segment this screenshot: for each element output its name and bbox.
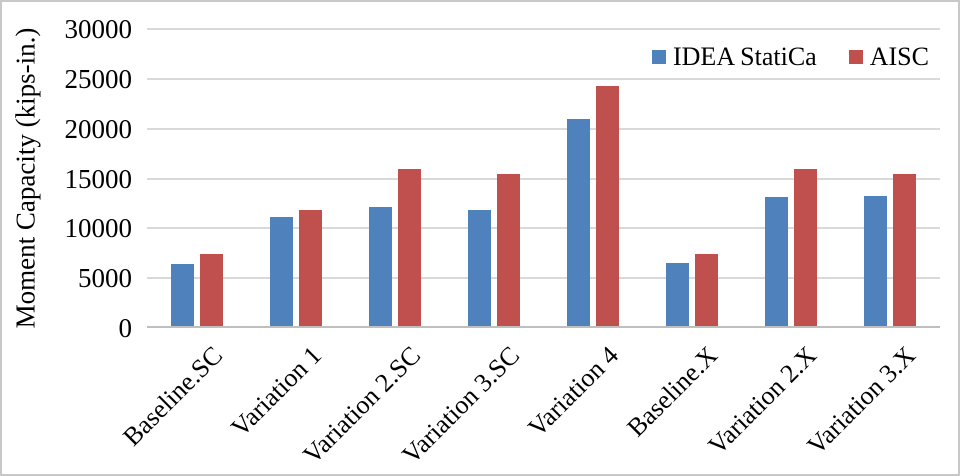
bar-aisc — [596, 85, 620, 328]
bar-group-variation-4 — [544, 29, 643, 328]
bar-idea-statica — [170, 264, 194, 328]
bar-aisc — [199, 254, 223, 328]
y-tick-label: 15000 — [64, 163, 133, 194]
gridline — [147, 277, 940, 280]
bar-group-variation-3-x — [841, 29, 940, 328]
bar-group-variation-3-sc — [444, 29, 543, 328]
y-tick-label: 5000 — [78, 263, 132, 294]
bar-idea-statica — [467, 210, 491, 328]
y-tick-label: 10000 — [64, 213, 133, 244]
legend-swatch-idea-statica — [652, 50, 666, 64]
gridline — [147, 227, 940, 230]
bar-aisc — [397, 168, 421, 328]
bar-group-variation-2-sc — [345, 29, 444, 328]
bar-group-baseline-sc — [147, 29, 246, 328]
legend-item-idea-statica: IDEA StatiCa — [652, 42, 817, 72]
bar-aisc — [496, 173, 520, 328]
y-tick-label: 25000 — [64, 63, 133, 94]
bar-group-variation-1 — [246, 29, 345, 328]
bar-idea-statica — [269, 217, 293, 328]
gridline — [147, 28, 940, 30]
legend-label: IDEA StatiCa — [673, 42, 817, 71]
bar-idea-statica — [666, 263, 690, 328]
y-tick-label: 30000 — [64, 14, 133, 44]
bar-idea-statica — [567, 118, 591, 328]
legend: IDEA StatiCa AISC — [652, 42, 929, 72]
bar-idea-statica — [368, 207, 392, 328]
legend-label: AISC — [869, 42, 929, 71]
bar-aisc — [695, 254, 719, 328]
bar-aisc — [298, 210, 322, 328]
y-tick-label: 20000 — [64, 113, 133, 144]
gridline — [147, 127, 940, 130]
bar-aisc — [893, 173, 917, 328]
bar-idea-statica — [765, 197, 789, 328]
y-tick-label: 0 — [118, 313, 133, 343]
plot-area — [147, 28, 940, 328]
gridline — [147, 77, 940, 80]
bar-aisc — [794, 168, 818, 328]
gridline — [147, 177, 940, 180]
bar-group-baseline-x — [643, 29, 742, 328]
x-axis-line — [147, 326, 940, 328]
bar-idea-statica — [864, 196, 888, 328]
bar-group-variation-2-x — [742, 29, 841, 328]
legend-swatch-aisc — [848, 50, 863, 64]
legend-item-aisc: AISC — [848, 42, 929, 72]
